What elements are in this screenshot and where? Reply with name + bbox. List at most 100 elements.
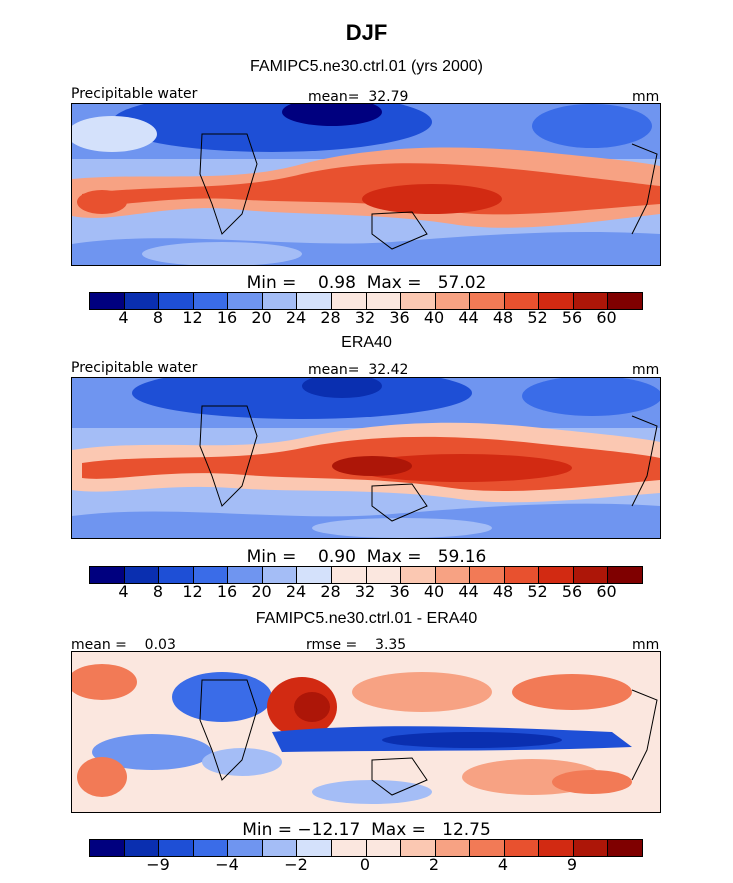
colorbar-segment	[366, 840, 402, 856]
colorbar-tick-label: 8	[152, 582, 164, 601]
panel-2-title: ERA40	[341, 334, 392, 351]
colorbar-tick-label: 0	[359, 855, 371, 874]
panel-3-mean-label: mean = 0.03	[71, 637, 176, 653]
colorbar-tick-label: 2	[428, 855, 440, 874]
colorbar-segment	[331, 293, 367, 309]
panel-3-colorbar	[89, 839, 643, 857]
colorbar-tick-label: 60	[596, 308, 617, 327]
colorbar-tick-label: 20	[251, 582, 272, 601]
colorbar-tick-label: 48	[492, 308, 514, 327]
colorbar-tick-label: 36	[389, 582, 410, 601]
colorbar-segment	[90, 567, 125, 583]
panel-1-field	[72, 104, 660, 265]
colorbar-segment	[262, 567, 298, 583]
colorbar-segment	[435, 293, 471, 309]
panel-1-unit-label: mm	[632, 89, 660, 105]
colorbar-segment	[366, 567, 402, 583]
colorbar-tick-label: 28	[320, 582, 341, 601]
colorbar-segment	[262, 840, 298, 856]
colorbar-tick-label: 20	[251, 308, 272, 327]
colorbar-segment	[228, 567, 263, 583]
colorbar-tick-label: 12	[182, 582, 203, 601]
colorbar-segment	[159, 840, 194, 856]
colorbar-tick-label: 32	[354, 582, 376, 601]
colorbar-tick-label: 52	[527, 308, 548, 327]
colorbar-tick-label: 24	[285, 308, 307, 327]
colorbar-segment	[124, 293, 160, 309]
page-title: DJF	[345, 20, 388, 45]
colorbar-tick-label: −9	[146, 855, 170, 874]
colorbar-segment	[504, 293, 540, 309]
colorbar-tick-label: 60	[596, 582, 617, 601]
colorbar-tick-label: 4	[118, 308, 129, 327]
colorbar-tick-label: 12	[182, 308, 203, 327]
colorbar-tick-label: 4	[497, 855, 509, 874]
colorbar-tick-label: −2	[284, 855, 308, 874]
colorbar-segment	[297, 567, 332, 583]
colorbar-segment	[124, 567, 160, 583]
panel-2-unit-label: mm	[632, 362, 660, 378]
colorbar-segment	[193, 840, 229, 856]
colorbar-tick-label: 56	[561, 308, 583, 327]
colorbar-segment	[470, 567, 505, 583]
colorbar-tick-label: 16	[216, 308, 238, 327]
colorbar-segment	[124, 840, 160, 856]
panel-2-map	[71, 377, 661, 539]
colorbar-tick-label: 56	[561, 582, 583, 601]
panel-3-field	[72, 652, 660, 812]
colorbar-segment	[331, 840, 367, 856]
colorbar-segment	[193, 293, 229, 309]
colorbar-segment	[401, 567, 436, 583]
panel-2-colorbar	[89, 566, 643, 584]
colorbar-tick-label: 40	[423, 308, 445, 327]
colorbar-segment	[435, 840, 471, 856]
colorbar-segment	[159, 567, 194, 583]
panel-1-minmax: Min = 0.98 Max = 57.02	[246, 273, 487, 293]
colorbar-segment	[608, 840, 642, 856]
colorbar-tick-label: 44	[458, 582, 479, 601]
panel-1-mean-label: mean= 32.79	[308, 89, 409, 105]
panel-1-title: FAMIPC5.ne30.ctrl.01 (yrs 2000)	[250, 58, 483, 75]
panel-3-unit-label: mm	[632, 637, 660, 653]
colorbar-segment	[504, 567, 540, 583]
panel-2-field	[72, 378, 660, 538]
panel-1-colorbar-ticks: 4 8 12 16 20 24 28 32 36 40 44 48 52 56 60	[89, 310, 641, 328]
colorbar-segment	[470, 840, 505, 856]
colorbar-segment	[228, 293, 263, 309]
colorbar-segment	[401, 840, 436, 856]
panel-2-minmax: Min = 0.90 Max = 59.16	[246, 547, 487, 567]
panel-1-map	[71, 103, 661, 266]
colorbar-segment	[539, 293, 574, 309]
panel-2-colorbar-ticks: 4 8 12 16 20 24 28 32 36 40 44 48 52 56 60	[89, 584, 641, 602]
colorbar-tick-label: 4	[118, 582, 129, 601]
colorbar-segment	[470, 293, 505, 309]
panel-1-variable-label: Precipitable water	[71, 86, 198, 102]
panel-1-colorbar	[89, 292, 643, 310]
colorbar-tick-label: 8	[152, 308, 164, 327]
colorbar-segment	[262, 293, 298, 309]
colorbar-segment	[193, 567, 229, 583]
colorbar-segment	[228, 840, 263, 856]
colorbar-tick-label: −4	[215, 855, 239, 874]
colorbar-tick-label: 48	[492, 582, 514, 601]
colorbar-segment	[297, 293, 332, 309]
colorbar-tick-label: 9	[566, 855, 578, 874]
colorbar-segment	[90, 840, 125, 856]
colorbar-segment	[435, 567, 471, 583]
panel-3-map	[71, 651, 661, 813]
colorbar-tick-label: 36	[389, 308, 410, 327]
colorbar-tick-label: 44	[458, 308, 479, 327]
colorbar-tick-label: 16	[216, 582, 238, 601]
panel-3-rmse-label: rmse = 3.35	[306, 637, 407, 653]
panel-3-title: FAMIPC5.ne30.ctrl.01 - ERA40	[255, 610, 478, 627]
panel-2-variable-label: Precipitable water	[71, 360, 198, 376]
colorbar-tick-label: 40	[423, 582, 445, 601]
colorbar-tick-label: 28	[320, 308, 341, 327]
colorbar-segment	[401, 293, 436, 309]
panel-3-colorbar-ticks: −9 −4 −2 0 2 4 9	[89, 857, 641, 875]
colorbar-segment	[331, 567, 367, 583]
colorbar-segment	[608, 567, 642, 583]
colorbar-segment	[504, 840, 540, 856]
colorbar-segment	[159, 293, 194, 309]
colorbar-segment	[539, 567, 574, 583]
